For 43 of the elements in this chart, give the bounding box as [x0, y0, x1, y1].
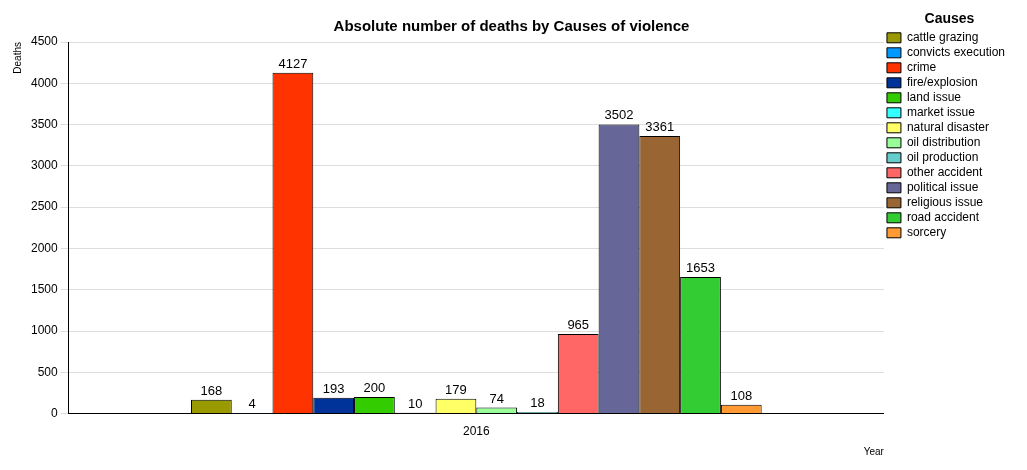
- y-tick-label: 2500: [30, 199, 59, 214]
- data-label: 965: [567, 316, 590, 332]
- legend-label: fire/explosion: [906, 75, 978, 90]
- data-label: 168: [200, 382, 223, 398]
- y-tick-label: 4000: [30, 75, 59, 90]
- data-label: 10: [407, 395, 423, 411]
- legend-label: crime: [906, 60, 937, 75]
- legend-label: other accident: [906, 165, 983, 180]
- y-tick-label: 4500: [30, 34, 59, 49]
- y-tick-label: 2000: [30, 240, 59, 255]
- y-tick-label: 3000: [30, 158, 59, 173]
- legend-label: road accident: [906, 210, 980, 225]
- y-tick-label: 500: [37, 364, 59, 379]
- legend-label: land issue: [906, 90, 962, 105]
- legend-label: oil distribution: [906, 135, 981, 150]
- x-tick-label: 2016: [462, 424, 490, 439]
- y-tick-label: 3500: [30, 116, 59, 131]
- legend-label: sorcery: [906, 225, 947, 240]
- legend-label: oil production: [906, 150, 979, 165]
- x-axis-title: Year: [863, 445, 885, 457]
- data-label: 193: [322, 380, 345, 396]
- data-label: 200: [363, 380, 386, 396]
- y-tick-label: 1000: [30, 323, 59, 338]
- data-label: 4127: [278, 55, 308, 71]
- data-label: 4: [248, 396, 256, 412]
- y-tick-label: 0: [51, 405, 59, 420]
- data-label: 3502: [604, 107, 634, 123]
- y-tick-label: 1500: [30, 282, 59, 297]
- legend-label: convicts execution: [906, 45, 1006, 60]
- data-label: 3361: [645, 119, 675, 135]
- legend-title: Causes: [924, 9, 975, 26]
- legend-label: natural disaster: [906, 120, 989, 135]
- legend-label: religious issue: [906, 195, 984, 210]
- legend-label: political issue: [906, 180, 979, 195]
- data-label: 179: [445, 381, 467, 397]
- data-label: 108: [730, 387, 753, 403]
- y-axis-title: Deaths: [11, 42, 23, 74]
- data-label: 18: [530, 395, 545, 411]
- legend-label: market issue: [906, 105, 976, 120]
- chart-title: Absolute number of deaths by Causes of violence: [333, 17, 690, 35]
- legend-label: cattle grazing: [906, 30, 979, 45]
- data-label: 74: [489, 390, 504, 406]
- data-label: 1653: [686, 260, 715, 276]
